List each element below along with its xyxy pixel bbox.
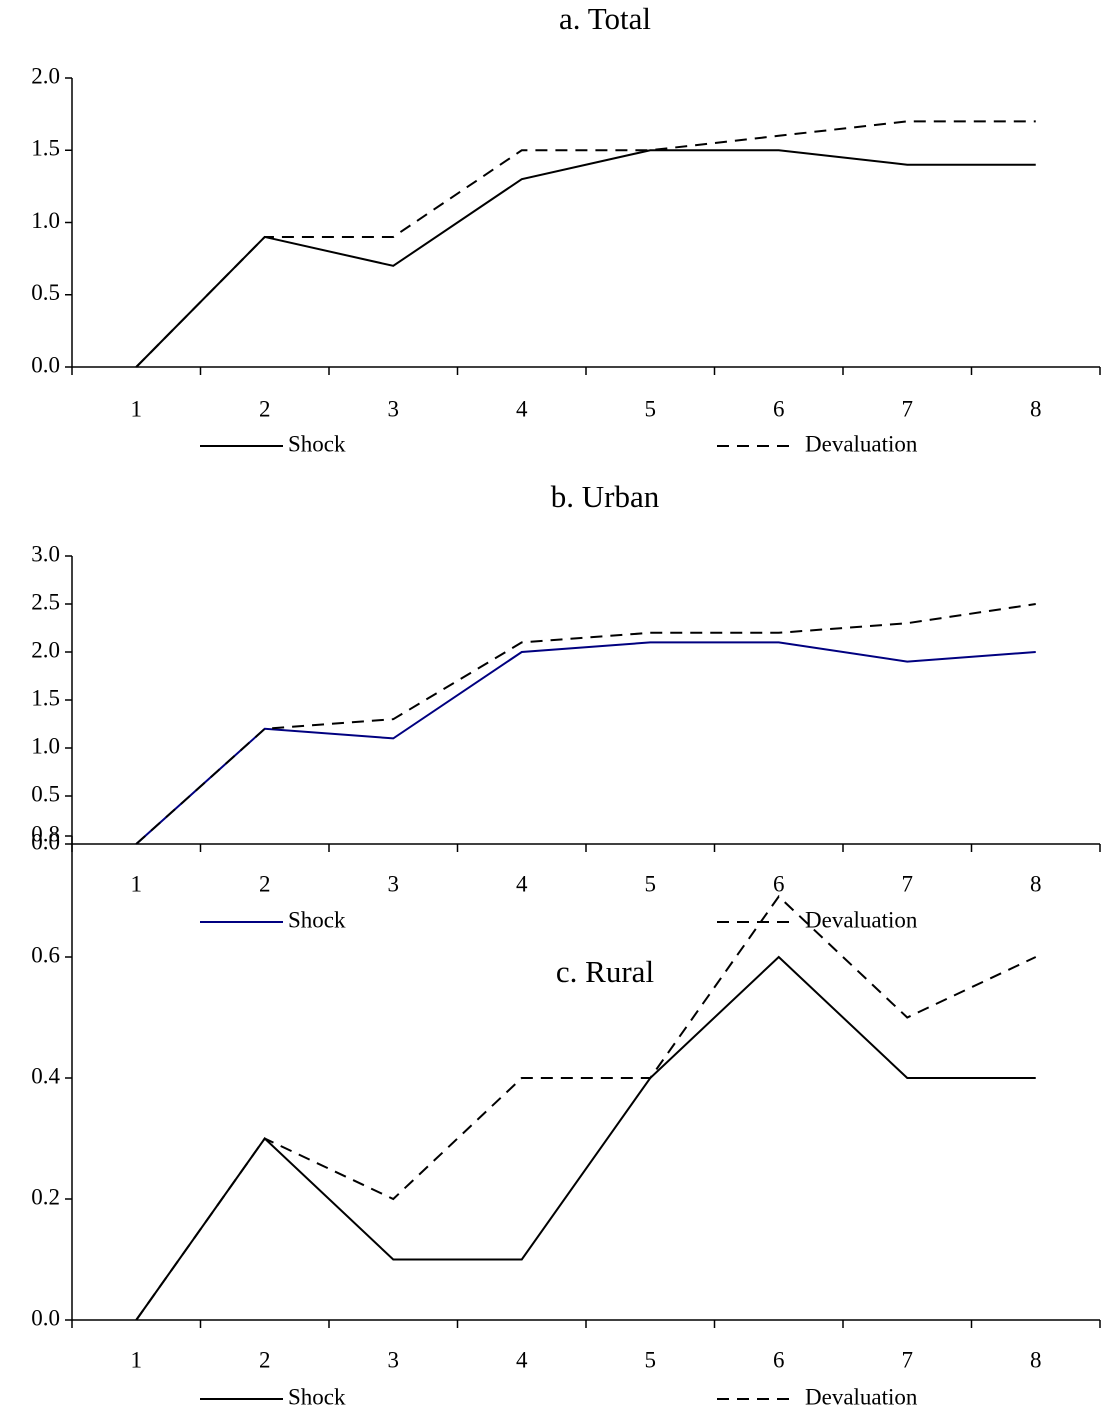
legend-label: Devaluation [805, 431, 918, 456]
series-line [135, 955, 1036, 1321]
x-tick-label: 4 [516, 396, 528, 421]
x-tick-label: 2 [259, 1347, 271, 1372]
y-tick-label: 0.5 [31, 280, 60, 305]
y-tick-label: 2.0 [31, 637, 60, 662]
y-tick-label: 0.2 [31, 1184, 60, 1209]
chart-title: b. Urban [551, 479, 660, 514]
series-line [135, 641, 1036, 845]
y-tick-label: 1.0 [31, 733, 60, 758]
legend-label: Shock [288, 907, 346, 932]
legend-label: Shock [288, 431, 346, 456]
x-tick-label: 6 [773, 1347, 785, 1372]
chart-title: a. Total [559, 1, 651, 36]
y-tick-label: 0.0 [31, 352, 60, 377]
x-tick-label: 1 [131, 1347, 143, 1372]
legend-label: Devaluation [805, 907, 918, 932]
x-tick-label: 4 [516, 871, 528, 896]
y-tick-label: 0.6 [31, 942, 60, 967]
x-tick-label: 5 [645, 396, 657, 421]
y-tick-label: 0.8 [31, 821, 60, 846]
x-tick-label: 3 [388, 871, 400, 896]
x-tick-label: 8 [1030, 871, 1042, 896]
y-tick-label: 0.5 [31, 781, 60, 806]
x-tick-label: 4 [516, 1347, 528, 1372]
x-tick-label: 6 [773, 396, 785, 421]
y-tick-label: 1.5 [31, 685, 60, 710]
legend-label: Devaluation [805, 1384, 918, 1409]
y-tick-label: 0.0 [31, 829, 60, 854]
y-tick-label: 3.0 [31, 541, 60, 566]
y-tick-label: 1.0 [31, 208, 60, 233]
x-tick-label: 1 [131, 396, 143, 421]
x-tick-label: 6 [773, 871, 785, 896]
y-tick-label: 0.4 [31, 1063, 60, 1088]
x-tick-label: 3 [388, 1347, 400, 1372]
x-tick-label: 5 [645, 871, 657, 896]
x-tick-label: 8 [1030, 1347, 1042, 1372]
y-tick-label: 1.5 [31, 136, 60, 161]
series-line [135, 603, 1036, 845]
x-tick-label: 5 [645, 1347, 657, 1372]
legend-label: Shock [288, 1384, 346, 1409]
x-tick-label: 7 [902, 396, 914, 421]
x-tick-label: 7 [902, 871, 914, 896]
chart-title: c. Rural [556, 954, 654, 989]
x-tick-label: 8 [1030, 396, 1042, 421]
x-tick-label: 2 [259, 396, 271, 421]
y-tick-label: 2.5 [31, 589, 60, 614]
series-line [135, 894, 1037, 1321]
y-tick-label: 0.0 [31, 1305, 60, 1330]
x-tick-label: 1 [131, 871, 143, 896]
x-tick-label: 2 [259, 871, 271, 896]
x-tick-label: 3 [388, 396, 400, 421]
series-line [135, 149, 1036, 368]
y-tick-label: 2.0 [31, 63, 60, 88]
series-line [135, 120, 1036, 368]
x-tick-label: 7 [902, 1347, 914, 1372]
